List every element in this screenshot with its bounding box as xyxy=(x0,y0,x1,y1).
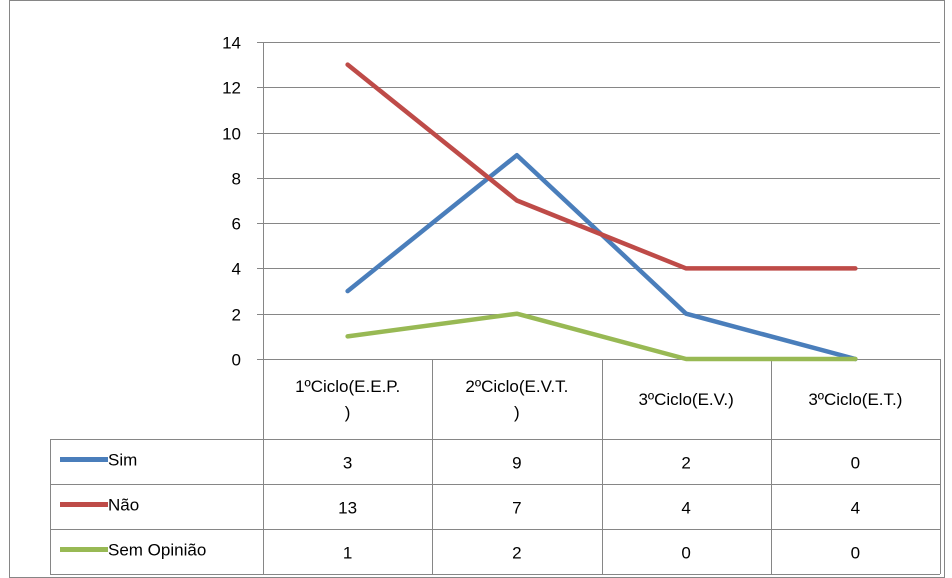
y-tick-label: 8 xyxy=(232,170,241,189)
y-tick-label: 10 xyxy=(222,125,241,144)
data-table-cell: 2 xyxy=(681,454,690,473)
series-layer xyxy=(345,62,858,362)
data-table-cell: 4 xyxy=(681,499,690,518)
y-tick-label: 4 xyxy=(232,260,241,279)
data-table-cell: 4 xyxy=(851,499,860,518)
data-table-cell: 7 xyxy=(512,499,521,518)
x-category-label: 3ºCiclo(E.V.) xyxy=(638,390,733,409)
series-name: Sem Opinião xyxy=(108,541,206,560)
data-table-cell: 0 xyxy=(851,454,860,473)
data-table-cell: 13 xyxy=(338,499,357,518)
series-name: Sim xyxy=(108,451,137,470)
series-line xyxy=(345,62,858,271)
data-table-cell: 1 xyxy=(343,544,352,563)
data-table: 1ºCiclo(E.E.P.) 2ºCiclo(E.V.T.) 3ºCiclo(E.… xyxy=(50,359,941,575)
data-table-cell: 0 xyxy=(681,544,690,563)
data-table-cell: 2 xyxy=(512,544,521,563)
data-table-cell: 0 xyxy=(851,544,860,563)
x-category-label: 2ºCiclo(E.V.T.) xyxy=(465,377,568,422)
y-tick-labels: 0 2 4 6 8 10 12 14 xyxy=(222,34,241,370)
y-tick-label: 0 xyxy=(232,351,241,370)
y-tick-label: 12 xyxy=(222,79,241,98)
x-category-label: 3ºCiclo(E.T.) xyxy=(808,390,902,409)
series-line xyxy=(345,311,858,362)
series-name: Não xyxy=(108,496,139,515)
y-tick-label: 2 xyxy=(232,306,241,325)
y-tick-label: 14 xyxy=(222,34,241,53)
x-category-label: 1ºCiclo(E.E.P.) xyxy=(295,377,400,422)
data-table-cell: 9 xyxy=(512,454,521,473)
data-table-cell: 3 xyxy=(343,454,352,473)
chart-border xyxy=(9,0,945,578)
y-tick-label: 6 xyxy=(232,215,241,234)
